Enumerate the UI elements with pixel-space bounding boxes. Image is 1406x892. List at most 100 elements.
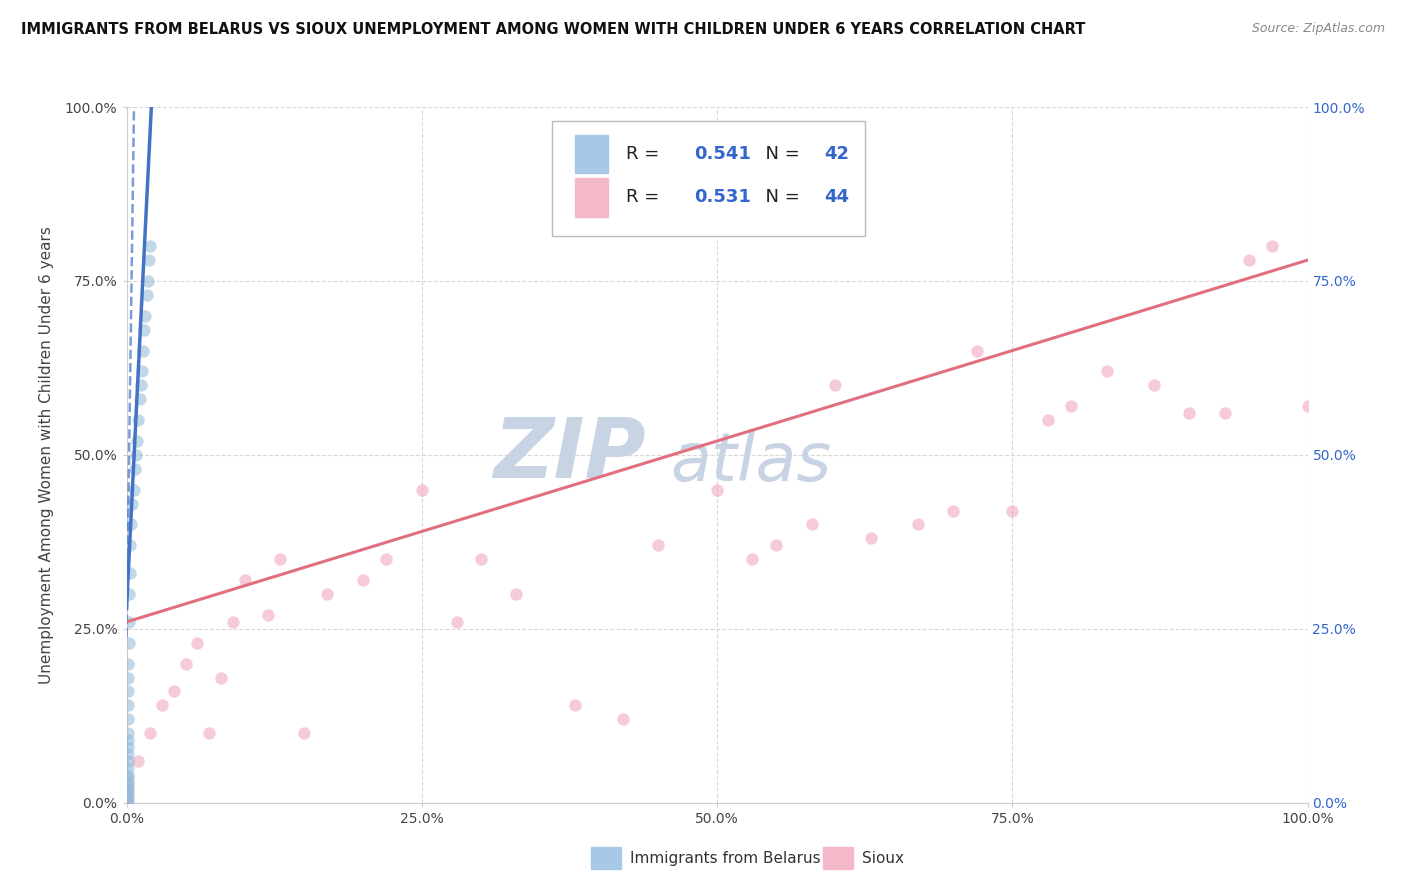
Point (117, 657, 139, 671)
Point (117, 747, 139, 761)
Point (1178, 406, 1201, 420)
Point (470, 552, 492, 566)
Point (824, 378, 846, 392)
Point (117, 772, 139, 786)
Point (1261, 239, 1284, 253)
Point (1095, 364, 1118, 378)
Point (128, 392, 150, 407)
Point (117, 796, 139, 810)
Text: Sioux: Sioux (862, 851, 904, 865)
Point (942, 503, 965, 517)
Point (163, 684, 186, 698)
Point (564, 698, 586, 713)
Bar (823, 847, 853, 869)
Text: 0.531: 0.531 (695, 188, 751, 206)
Point (117, 712, 139, 726)
Point (859, 532, 882, 546)
Point (269, 552, 291, 566)
Y-axis label: Unemployment Among Women with Children Under 6 years: Unemployment Among Women with Children U… (39, 226, 53, 684)
Point (117, 684, 139, 698)
Point (117, 698, 139, 713)
Point (121, 497, 143, 511)
Point (1237, 253, 1260, 268)
Point (117, 754, 139, 768)
Point (117, 740, 139, 755)
Bar (575, 178, 609, 217)
Point (198, 726, 221, 740)
Point (316, 587, 339, 601)
Point (292, 726, 315, 740)
Point (117, 789, 139, 803)
Point (118, 587, 141, 601)
Point (136, 274, 159, 288)
Text: R =: R = (626, 145, 665, 162)
Point (117, 778, 139, 792)
Text: atlas: atlas (669, 429, 831, 495)
Text: IMMIGRANTS FROM BELARUS VS SIOUX UNEMPLOYMENT AMONG WOMEN WITH CHILDREN UNDER 6 : IMMIGRANTS FROM BELARUS VS SIOUX UNEMPLO… (21, 22, 1085, 37)
Point (115, 781, 138, 796)
Point (907, 517, 929, 532)
Text: Immigrants from Belarus: Immigrants from Belarus (630, 851, 821, 865)
Point (131, 364, 153, 378)
Point (117, 671, 139, 685)
Point (120, 517, 142, 532)
Point (1296, 399, 1319, 413)
Bar (591, 847, 621, 869)
Text: 0.541: 0.541 (695, 145, 751, 162)
Point (117, 761, 139, 775)
Text: R =: R = (626, 188, 665, 206)
Point (117, 785, 139, 799)
Text: 42: 42 (824, 145, 849, 162)
Point (115, 796, 138, 810)
Point (505, 587, 527, 601)
Point (1213, 406, 1236, 420)
Bar (575, 135, 609, 173)
FancyBboxPatch shape (551, 121, 865, 235)
Point (800, 517, 823, 532)
Point (612, 712, 634, 726)
Point (117, 792, 139, 806)
Point (186, 636, 208, 650)
Point (117, 775, 139, 789)
Point (127, 413, 149, 427)
Point (127, 434, 149, 448)
Point (375, 552, 398, 566)
Point (117, 781, 139, 796)
Text: 44: 44 (824, 188, 849, 206)
Point (647, 538, 669, 552)
Point (135, 288, 157, 302)
Text: Source: ZipAtlas.com: Source: ZipAtlas.com (1251, 22, 1385, 36)
Point (209, 671, 232, 685)
Point (117, 733, 139, 747)
Text: N =: N = (754, 145, 806, 162)
Point (138, 253, 160, 268)
Point (150, 698, 173, 713)
Point (139, 239, 162, 253)
Point (233, 573, 256, 587)
Point (765, 538, 787, 552)
Point (124, 462, 146, 476)
Point (129, 378, 152, 392)
Point (1001, 503, 1024, 517)
Point (411, 483, 433, 497)
Point (1060, 399, 1083, 413)
Point (706, 483, 728, 497)
Text: ZIP: ZIP (494, 415, 647, 495)
Text: N =: N = (754, 188, 806, 206)
Point (1143, 378, 1166, 392)
Point (446, 615, 468, 629)
Point (127, 754, 149, 768)
Point (134, 309, 156, 323)
Point (352, 573, 374, 587)
Point (125, 448, 148, 462)
Point (117, 768, 139, 782)
Point (741, 552, 763, 566)
Point (118, 636, 141, 650)
Point (117, 726, 139, 740)
Point (120, 566, 142, 581)
Point (132, 343, 155, 358)
Point (120, 538, 142, 552)
Point (174, 657, 197, 671)
Point (222, 615, 245, 629)
Point (134, 323, 156, 337)
